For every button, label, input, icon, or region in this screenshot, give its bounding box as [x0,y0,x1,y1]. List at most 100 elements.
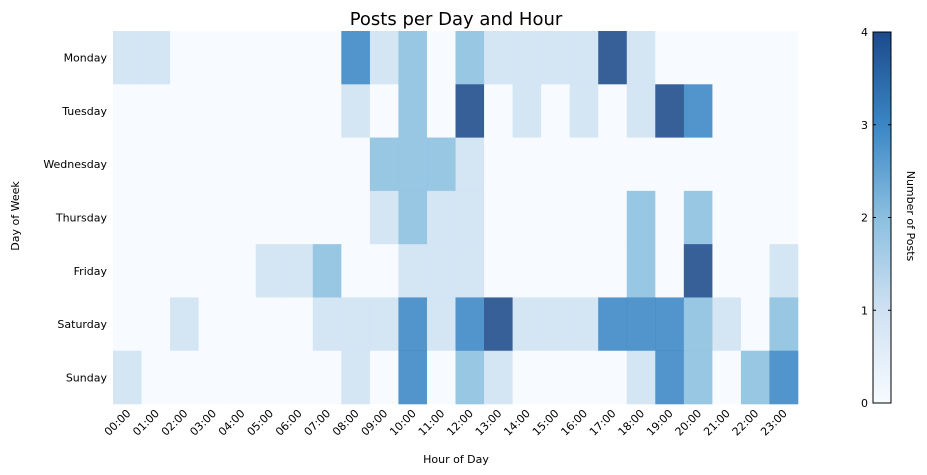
colorbar-label: Number of Posts [904,171,917,262]
heatmap-cell [626,137,656,192]
heatmap-cell [227,350,257,405]
heatmap-cell [484,244,513,298]
heatmap-cell [512,84,542,138]
heatmap-cell [426,84,456,138]
heatmap-cell [369,31,399,85]
heatmap-cell [569,190,599,245]
x-axis-ticks: 00:0001:0002:0003:0004:0005:0006:0007:00… [102,407,790,439]
x-tick-label: 06:00 [273,407,305,439]
heatmap-cell [312,137,342,192]
heatmap-cell [341,350,371,405]
heatmap-cell [512,31,542,85]
x-tick-label: 09:00 [359,407,391,439]
heatmap-cell [255,244,285,298]
heatmap-cell [569,244,599,298]
heatmap-cell [113,31,142,85]
heatmap-cell [312,350,342,405]
x-tick-label: 12:00 [444,407,476,439]
heatmap-cell [141,190,171,245]
heatmap-cell [255,84,285,138]
heatmap-cell [712,190,742,245]
heatmap-cell [455,84,485,138]
heatmap-cell [569,31,599,85]
colorbar-tick-label: 3 [861,119,868,132]
heatmap-cell [598,190,628,245]
heatmap-cell [484,190,513,245]
heatmap-cell [170,350,199,405]
heatmap-cell [198,350,228,405]
x-tick-label: 21:00 [701,407,733,439]
heatmap-cell [712,137,742,192]
heatmap-cell [541,190,570,245]
heatmap-cell [198,297,228,352]
heatmap-cell [712,31,742,85]
heatmap-cell [569,84,599,138]
x-tick-label: 17:00 [587,407,619,439]
heatmap-cell [284,350,314,405]
heatmap-cell [227,190,257,245]
heatmap-cell [255,31,285,85]
heatmap-cell [484,31,513,85]
heatmap-cell [141,350,171,405]
heatmap-cell [369,350,399,405]
heatmap-cell [769,137,799,192]
x-tick-label: 05:00 [244,407,276,439]
heatmap-cell [398,350,428,405]
x-tick-label: 04:00 [216,407,248,439]
heatmap-cell [227,297,257,352]
heatmap-cell [484,137,513,192]
heatmap-cell [284,137,314,192]
heatmap-cell [712,244,742,298]
heatmap-cell [740,350,770,405]
chart-title: Posts per Day and Hour [350,9,563,30]
heatmap-cell [455,244,485,298]
heatmap-cell [341,137,371,192]
heatmap-cell [569,137,599,192]
heatmap-cell [683,84,713,138]
y-tick-label: Wednesday [43,158,107,171]
heatmap-cell [626,297,656,352]
heatmap-cell [284,190,314,245]
x-tick-label: 03:00 [187,407,219,439]
heatmap-cell [341,31,371,85]
y-tick-label: Tuesday [61,105,107,118]
y-tick-label: Thursday [55,212,108,225]
heatmap-cell [598,297,628,352]
heatmap-cell [541,31,570,85]
heatmap-cell [198,31,228,85]
heatmap-cell [426,350,456,405]
heatmap-cell [255,297,285,352]
heatmap-cell [170,297,199,352]
heatmap-cell [170,31,199,85]
heatmap-cell [626,190,656,245]
heatmap-cell [512,297,542,352]
heatmap-cell [712,84,742,138]
heatmap-cell [398,190,428,245]
heatmap-cell [284,244,314,298]
heatmap-cell [512,190,542,245]
heatmap-cell [655,31,685,85]
heatmap-cell [712,297,742,352]
heatmap-cell [312,190,342,245]
x-tick-label: 13:00 [473,407,505,439]
heatmap-cell [312,84,342,138]
heatmap-cell [769,84,799,138]
heatmap-cell [398,84,428,138]
heatmap-cell [541,350,570,405]
heatmap-cell [541,84,570,138]
heatmap-cell [341,297,371,352]
y-tick-label: Friday [74,265,108,278]
heatmap-cell [626,84,656,138]
heatmap-cell [398,244,428,298]
heatmap-cell [655,84,685,138]
heatmap-cell [683,31,713,85]
heatmap-cell [683,297,713,352]
heatmap-cell [769,244,799,298]
heatmap-cell [113,297,142,352]
x-tick-label: 23:00 [758,407,790,439]
heatmap-cell [426,31,456,85]
x-tick-label: 08:00 [330,407,362,439]
heatmap-cell [683,137,713,192]
heatmap-cell [255,350,285,405]
